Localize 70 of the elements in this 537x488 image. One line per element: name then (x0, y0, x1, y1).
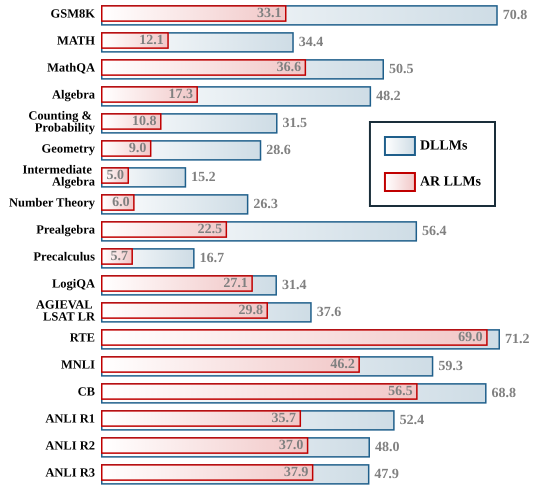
data-label: 9.0 (128, 141, 146, 156)
bar (101, 32, 169, 49)
y-tick-label: AGIEVAL LSAT LR (36, 298, 96, 324)
legend-label: DLLMs (420, 138, 468, 154)
y-tick-label: CB (78, 384, 95, 398)
data-label: 47.9 (374, 466, 399, 482)
bar (101, 410, 302, 427)
y-tick-label: Counting & Probability (28, 108, 96, 134)
bar (101, 86, 198, 103)
data-label: 35.7 (272, 411, 296, 426)
y-tick-label: ANLI R2 (45, 438, 95, 452)
data-label: 5.0 (106, 168, 124, 183)
y-tick-label: Number Theory (9, 196, 96, 210)
data-label: 6.0 (112, 195, 130, 210)
data-label: 48.0 (374, 440, 400, 455)
bar (101, 464, 314, 481)
data-label: 5.7 (110, 249, 128, 264)
y-tick-label: LogiQA (52, 276, 95, 290)
data-label: 29.8 (238, 303, 263, 318)
data-label: 70.8 (502, 8, 528, 23)
y-tick-label: RTE (70, 330, 95, 344)
bar (101, 383, 418, 400)
y-tick-label: Prealgebra (36, 222, 96, 236)
data-label: 10.8 (132, 114, 157, 129)
data-label: 46.2 (330, 357, 355, 372)
y-tick-label: MNLI (60, 358, 96, 372)
data-label: 12.1 (139, 33, 164, 48)
data-label: 69.0 (458, 330, 483, 345)
y-tick-label: MATH (57, 34, 96, 48)
data-label: 22.5 (198, 222, 222, 237)
bar (101, 59, 306, 76)
bar (101, 302, 268, 319)
data-label: 17.3 (168, 87, 193, 102)
y-tick-label: MathQA (47, 60, 95, 74)
bar (101, 5, 286, 22)
bar (101, 221, 228, 238)
data-label: 34.4 (298, 34, 324, 50)
bar (101, 275, 253, 292)
y-tick-label: ANLI R3 (45, 466, 95, 480)
data-label: 27.1 (223, 276, 248, 291)
y-tick-label: ANLI R1 (45, 412, 95, 426)
data-label: 36.6 (276, 60, 302, 75)
data-label: 31.5 (282, 116, 308, 131)
data-label: 33.1 (256, 6, 282, 21)
bar (101, 140, 152, 157)
data-label: 37.0 (278, 438, 304, 453)
data-label: 16.7 (200, 250, 224, 266)
data-label: 56.5 (388, 384, 413, 399)
bar (101, 437, 308, 454)
data-label: 56.4 (422, 224, 447, 239)
y-tick-label: GSM8K (50, 6, 96, 20)
bar (101, 356, 360, 373)
data-label: 26.3 (253, 196, 278, 212)
legend-label: AR LLMs (420, 174, 482, 190)
y-tick-label: Intermediate Algebra (22, 162, 96, 188)
data-label: 37.9 (284, 465, 308, 480)
data-label: 52.4 (400, 412, 424, 428)
data-label: 37.6 (316, 304, 342, 320)
data-label: 59.3 (438, 358, 463, 374)
data-label: 50.5 (389, 62, 414, 77)
data-label: 31.4 (282, 278, 306, 293)
y-tick-label: Algebra (52, 88, 96, 102)
y-tick-label: Geometry (42, 142, 96, 156)
bar (101, 329, 488, 346)
y-tick-label: Precalculus (33, 250, 96, 264)
data-label: 15.2 (191, 170, 216, 185)
data-label: 68.8 (492, 386, 516, 401)
data-label: 28.6 (266, 142, 291, 158)
data-label: 48.2 (376, 88, 401, 104)
data-label: 71.2 (505, 332, 530, 347)
